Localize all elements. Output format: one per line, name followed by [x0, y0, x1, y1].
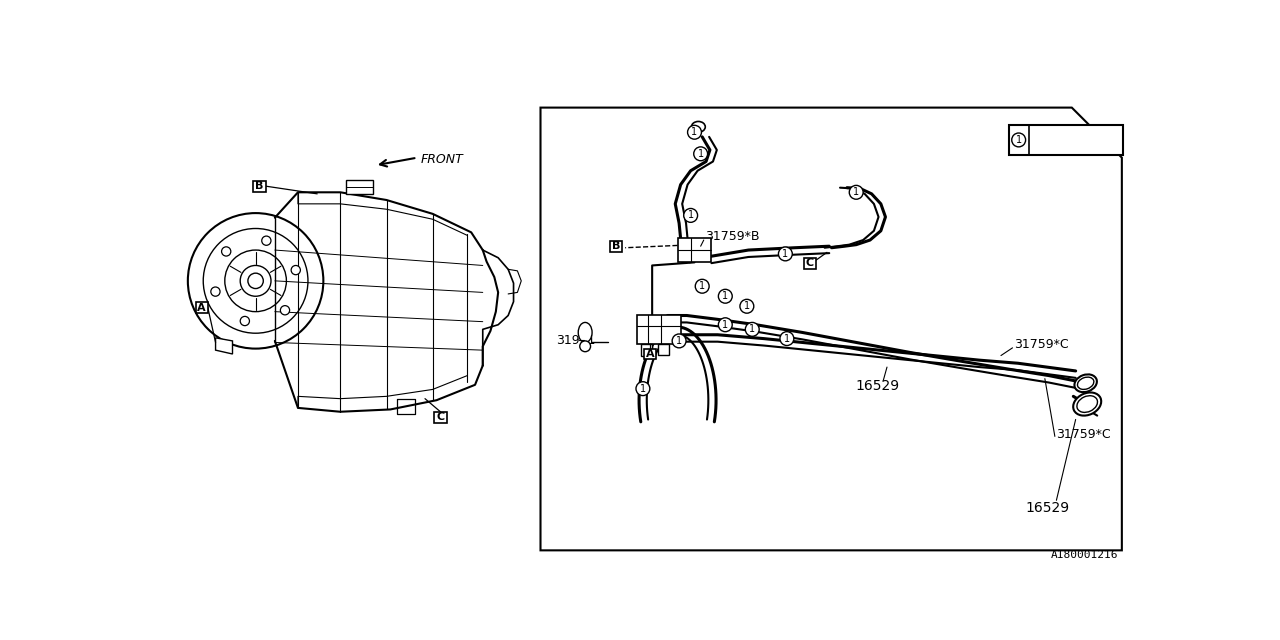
Ellipse shape: [1073, 392, 1101, 415]
Polygon shape: [215, 338, 233, 354]
Circle shape: [241, 266, 271, 296]
Text: A: A: [645, 349, 654, 359]
Circle shape: [221, 247, 230, 256]
Text: 1: 1: [676, 336, 682, 346]
Circle shape: [849, 186, 863, 199]
Text: 31759*B: 31759*B: [705, 230, 760, 243]
Circle shape: [1011, 133, 1025, 147]
Text: 1: 1: [687, 211, 694, 220]
Text: A: A: [197, 303, 206, 313]
Text: 1: 1: [749, 324, 755, 334]
Circle shape: [204, 228, 308, 333]
Ellipse shape: [580, 341, 590, 352]
Circle shape: [248, 273, 264, 289]
Ellipse shape: [579, 323, 593, 342]
Circle shape: [778, 247, 792, 261]
FancyBboxPatch shape: [196, 303, 207, 313]
FancyBboxPatch shape: [434, 412, 447, 422]
Polygon shape: [658, 344, 669, 355]
Text: 1: 1: [698, 148, 704, 159]
Circle shape: [672, 334, 686, 348]
Text: 1: 1: [722, 320, 728, 330]
Circle shape: [291, 266, 301, 275]
Polygon shape: [346, 180, 374, 194]
Text: 31759*C: 31759*C: [1056, 428, 1111, 442]
Ellipse shape: [1076, 396, 1097, 412]
Text: B: B: [612, 241, 620, 251]
Circle shape: [718, 318, 732, 332]
Circle shape: [280, 306, 289, 315]
Polygon shape: [636, 315, 681, 344]
Ellipse shape: [1078, 377, 1094, 389]
Text: 1: 1: [854, 188, 859, 197]
Polygon shape: [677, 237, 712, 262]
Circle shape: [745, 323, 759, 336]
Circle shape: [718, 289, 732, 303]
FancyBboxPatch shape: [253, 180, 266, 191]
Circle shape: [687, 125, 701, 139]
Polygon shape: [722, 323, 728, 327]
Circle shape: [636, 381, 650, 396]
Text: 31759*C: 31759*C: [1014, 339, 1069, 351]
FancyBboxPatch shape: [804, 258, 817, 269]
Circle shape: [211, 287, 220, 296]
Text: 16529: 16529: [856, 380, 900, 394]
FancyBboxPatch shape: [644, 349, 657, 360]
Polygon shape: [640, 344, 652, 356]
Circle shape: [694, 147, 708, 161]
Text: A180001216: A180001216: [1051, 550, 1117, 561]
Circle shape: [684, 209, 698, 222]
Polygon shape: [749, 327, 755, 332]
Text: 1: 1: [699, 281, 705, 291]
Text: 1: 1: [782, 249, 788, 259]
FancyBboxPatch shape: [609, 241, 622, 252]
Text: 1: 1: [744, 301, 750, 311]
Text: B: B: [255, 181, 264, 191]
Circle shape: [695, 279, 709, 293]
Circle shape: [225, 250, 287, 312]
Text: 31759*A: 31759*A: [1037, 133, 1102, 147]
Text: 16529: 16529: [1025, 501, 1069, 515]
Text: 1: 1: [1015, 135, 1021, 145]
Circle shape: [188, 213, 324, 349]
Circle shape: [740, 300, 754, 313]
Text: 1: 1: [722, 291, 728, 301]
Text: FRONT: FRONT: [421, 154, 463, 166]
Circle shape: [241, 316, 250, 326]
Circle shape: [261, 236, 271, 245]
Text: 1: 1: [640, 383, 646, 394]
Circle shape: [780, 332, 794, 346]
Polygon shape: [1009, 125, 1123, 156]
Ellipse shape: [691, 122, 705, 132]
Text: 1: 1: [691, 127, 698, 137]
Text: 31911: 31911: [556, 333, 595, 347]
Text: C: C: [436, 412, 444, 422]
Text: 1: 1: [783, 333, 790, 344]
Text: C: C: [806, 258, 814, 268]
Polygon shape: [540, 108, 1121, 550]
Ellipse shape: [1074, 374, 1097, 392]
